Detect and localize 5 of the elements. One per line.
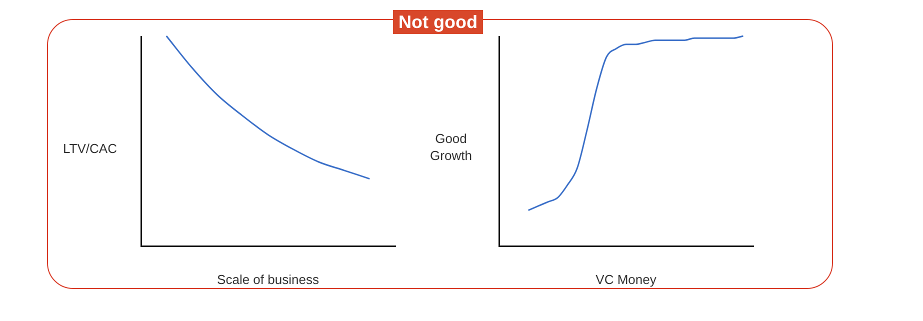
y-axis-title: LTV/CAC [62,140,118,157]
x-axis-title: VC Money [596,272,657,287]
text: Not good [393,10,483,34]
x-axis-title: Scale of business [217,272,320,287]
y-axis-title: Good Growth [429,130,473,164]
